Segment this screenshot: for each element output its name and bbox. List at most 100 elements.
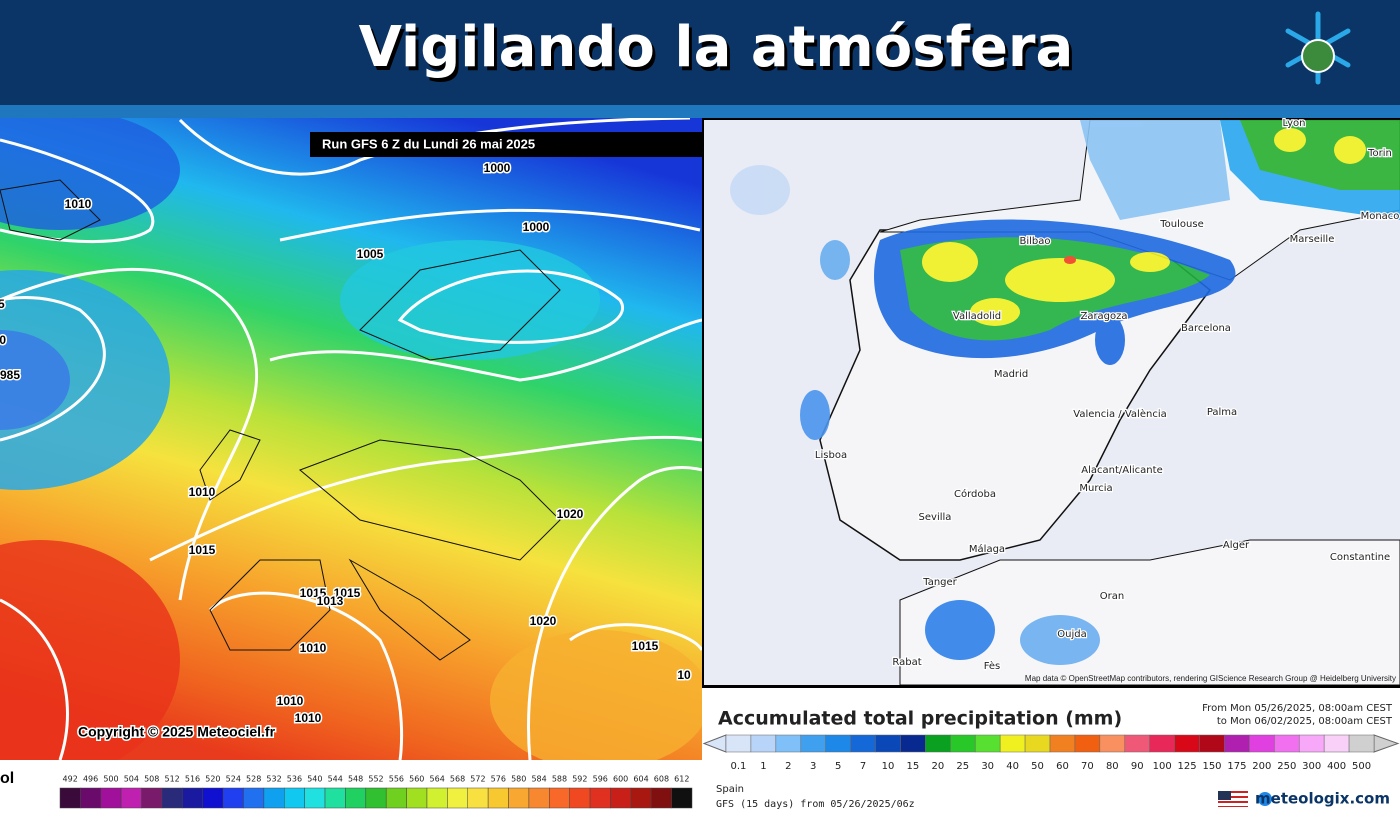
pressure-map: 1000 1010 1000 1005 95 990 985 1010 1015 1020 1015… — [0, 118, 702, 760]
legend-label: 500 — [1352, 761, 1371, 772]
header-bar — [0, 0, 1400, 105]
city-label: Constantine — [1330, 552, 1390, 563]
legend-label: 125 — [1178, 761, 1197, 772]
legend-swatch — [950, 734, 976, 753]
isobar-label: 1010 — [189, 485, 216, 499]
legend-swatch — [875, 734, 901, 753]
region: Spain — [716, 784, 744, 795]
legend-swatch — [775, 734, 802, 753]
legend-swatch — [1224, 734, 1250, 753]
model-line: GFS (15 days) from 05/26/2025/06z — [716, 799, 915, 810]
legend-swatch — [630, 787, 652, 809]
legend-label: 0.1 — [731, 761, 747, 772]
legend-label: 100 — [1153, 761, 1172, 772]
city-label: Marseille — [1290, 234, 1335, 245]
legend-swatch — [263, 787, 285, 809]
legend-label: 588 — [552, 775, 567, 784]
isobar-label: 1010 — [277, 694, 304, 708]
city-label: Málaga — [969, 543, 1005, 555]
city-label: Fès — [984, 660, 1001, 672]
isobar-label: 10 — [677, 668, 691, 682]
isobar-label: 1015 — [334, 586, 361, 600]
city-label: Rabat — [892, 657, 921, 668]
legend-swatch — [900, 734, 926, 753]
legend-swatch — [1199, 734, 1225, 753]
legend-swatch — [324, 787, 346, 809]
legend-swatch — [1249, 734, 1275, 753]
isobar-label: 1015 — [189, 543, 216, 557]
legend-swatch — [825, 734, 851, 753]
city-label: Toulouse — [1159, 219, 1203, 230]
city-label: Bilbao — [1019, 236, 1050, 247]
city-label: Oujda — [1057, 629, 1086, 640]
legend-label: 576 — [491, 775, 506, 784]
date-to: to Mon 06/02/2025, 08:00am CEST — [1217, 716, 1393, 727]
legend-swatch — [671, 787, 693, 809]
legend-label: 7 — [860, 761, 866, 772]
legend-swatch — [974, 734, 1001, 753]
city-label: Madrid — [994, 369, 1028, 380]
legend-label: 556 — [389, 775, 404, 784]
legend-swatch — [725, 734, 752, 753]
city-label: Monaco — [1361, 211, 1400, 222]
legend-swatch — [528, 787, 550, 809]
flag — [1218, 791, 1248, 807]
legend-swatch — [750, 734, 777, 753]
legend-swatch — [1149, 734, 1175, 753]
isobar-label: 1020 — [530, 614, 557, 628]
copyright: Copyright © 2025 Meteociel.fr — [78, 724, 276, 740]
isobar-label: 1015 — [632, 639, 659, 653]
legend-label: 596 — [593, 775, 608, 784]
legend-label: 592 — [572, 775, 587, 784]
legend-label: 568 — [450, 775, 465, 784]
legend-swatch — [1074, 734, 1101, 753]
city-label: Alger — [1223, 540, 1250, 551]
legend-swatch — [365, 787, 387, 809]
legend-label: 50 — [1031, 761, 1044, 772]
legend-label: 560 — [409, 775, 424, 784]
attribution: Map data © OpenStreetMap contributors, r… — [1025, 674, 1396, 683]
isobar-label: 95 — [0, 297, 5, 311]
city-label: Palma — [1207, 407, 1237, 418]
legend-swatch — [222, 787, 244, 809]
precip-map: Lyon Torin Monaco Toulouse Marseille Bilbao Va… — [704, 118, 1400, 685]
legend-label: 2 — [785, 761, 791, 772]
legend-swatch — [141, 787, 163, 809]
isobar-label: 1000 — [484, 161, 511, 175]
isobar-label: 985 — [0, 368, 20, 382]
legend-label: 516 — [185, 775, 200, 784]
legend-label: 25 — [956, 761, 969, 772]
city-label: Oran — [1100, 591, 1124, 602]
legend-swatch — [426, 787, 448, 809]
city-label: Lisboa — [815, 450, 847, 461]
legend-label: 70 — [1081, 761, 1094, 772]
legend-label: 15 — [907, 761, 920, 772]
legend-swatch — [467, 787, 489, 809]
legend-swatch — [800, 734, 826, 753]
legend-label: 200 — [1252, 761, 1271, 772]
isobar-label: 1010 — [300, 641, 327, 655]
legend-swatch — [925, 734, 951, 753]
legend-label: 540 — [307, 775, 322, 784]
legend-swatch — [161, 787, 183, 809]
brand-icon — [1258, 792, 1272, 806]
legend-label: 1 — [760, 761, 766, 772]
legend-swatch — [1124, 734, 1150, 753]
legend-label: 5 — [835, 761, 841, 772]
isobar-label: 990 — [0, 333, 6, 347]
legend-label: 508 — [144, 775, 159, 784]
legend-swatch — [447, 787, 468, 809]
legend-label: 564 — [430, 775, 445, 784]
legend-swatch — [80, 787, 102, 809]
legend-label: 580 — [511, 775, 526, 784]
legend-swatch — [202, 787, 224, 809]
legend-label: 612 — [674, 775, 689, 784]
legend-label: 492 — [63, 775, 78, 784]
city-label: Córdoba — [954, 488, 996, 500]
city-label: Murcia — [1079, 483, 1112, 494]
legend-label: 80 — [1106, 761, 1119, 772]
city-label: Alacant/Alicante — [1081, 465, 1162, 476]
legend-label: 552 — [368, 775, 383, 784]
legend-label: 150 — [1202, 761, 1221, 772]
